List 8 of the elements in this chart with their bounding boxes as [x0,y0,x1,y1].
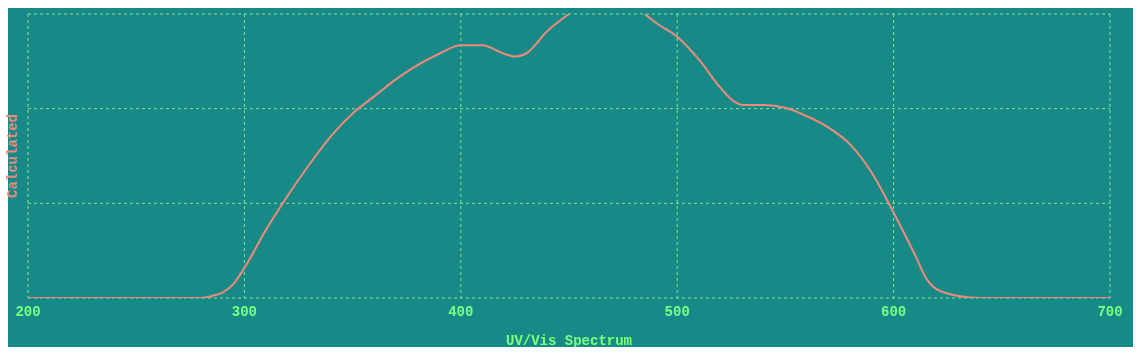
x-tick-label: 200 [15,303,41,320]
x-tick-label: 700 [1097,303,1123,320]
x-tick-label: 600 [880,303,907,320]
y-axis-title: Calculated [5,113,21,199]
x-axis-title: UV/Vis Spectrum [505,333,633,349]
x-tick-label: 400 [448,303,474,320]
x-tick-label: 300 [231,303,258,320]
x-tick-label: 500 [664,303,690,320]
